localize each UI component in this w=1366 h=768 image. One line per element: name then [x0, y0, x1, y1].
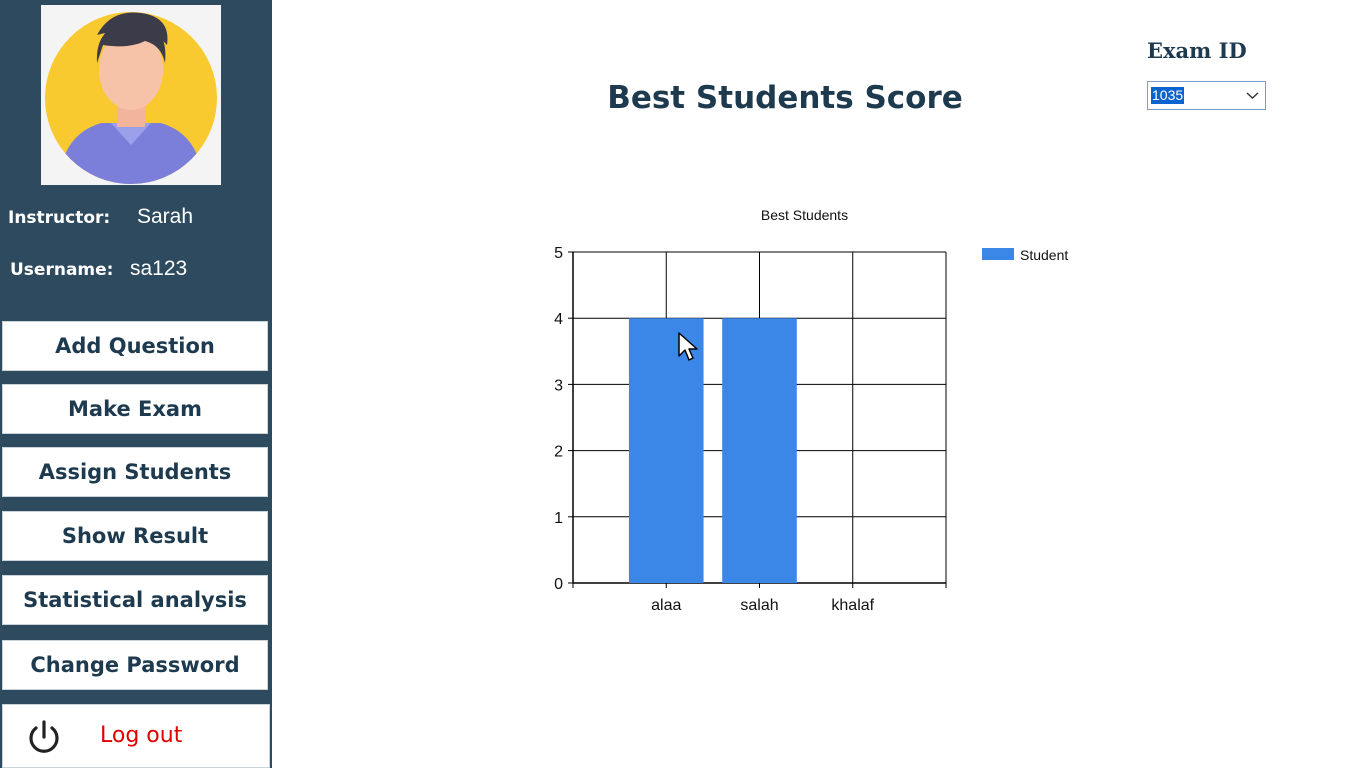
legend-label: Student [1020, 247, 1068, 263]
y-tick-label: 2 [554, 444, 563, 461]
make-exam-button[interactable]: Make Exam [2, 384, 268, 434]
logout-button[interactable]: Log out [2, 704, 270, 768]
power-icon [29, 720, 59, 753]
sidebar: Instructor: Sarah Username: sa123 Add Qu… [0, 0, 272, 768]
mouse-cursor-icon [678, 332, 698, 361]
add-question-button[interactable]: Add Question [2, 321, 268, 371]
legend-swatch [982, 248, 1014, 260]
exam-id-label: Exam ID [1147, 38, 1247, 63]
chart-title: Best Students [761, 207, 848, 223]
best-students-chart: Best Students 0 1 2 3 4 5 alaa salah khalaf Studen… [554, 207, 1068, 614]
instructor-label: Instructor: [8, 208, 111, 228]
instructor-row: Instructor: Sarah [8, 205, 193, 228]
x-tick-label: salah [740, 597, 778, 614]
statistical-analysis-button[interactable]: Statistical analysis [2, 575, 268, 625]
y-tick-label: 5 [554, 245, 563, 262]
avatar-illustration [45, 12, 217, 184]
assign-students-button[interactable]: Assign Students [2, 447, 268, 497]
x-tick-label: khalaf [831, 597, 874, 614]
y-tick-label: 0 [554, 576, 563, 593]
instructor-name: Sarah [137, 205, 194, 228]
y-tick-label: 4 [554, 311, 563, 328]
bar-salah [722, 318, 797, 583]
x-tick-label: alaa [651, 597, 681, 614]
username-label: Username: [10, 260, 114, 280]
username-value: sa123 [130, 257, 188, 280]
change-password-button[interactable]: Change Password [2, 640, 268, 690]
show-result-button[interactable]: Show Result [2, 511, 268, 561]
page-title: Best Students Score [607, 80, 963, 116]
chevron-down-icon [1246, 92, 1259, 99]
y-tick-label: 3 [554, 377, 563, 394]
avatar [41, 5, 221, 185]
y-tick-label: 1 [554, 510, 563, 527]
exam-id-select[interactable]: 1035 [1147, 81, 1266, 110]
username-row: Username: sa123 [10, 257, 187, 280]
logout-label: Log out [100, 723, 183, 748]
bar-alaa [628, 318, 704, 583]
exam-id-value: 1035 [1151, 87, 1185, 104]
